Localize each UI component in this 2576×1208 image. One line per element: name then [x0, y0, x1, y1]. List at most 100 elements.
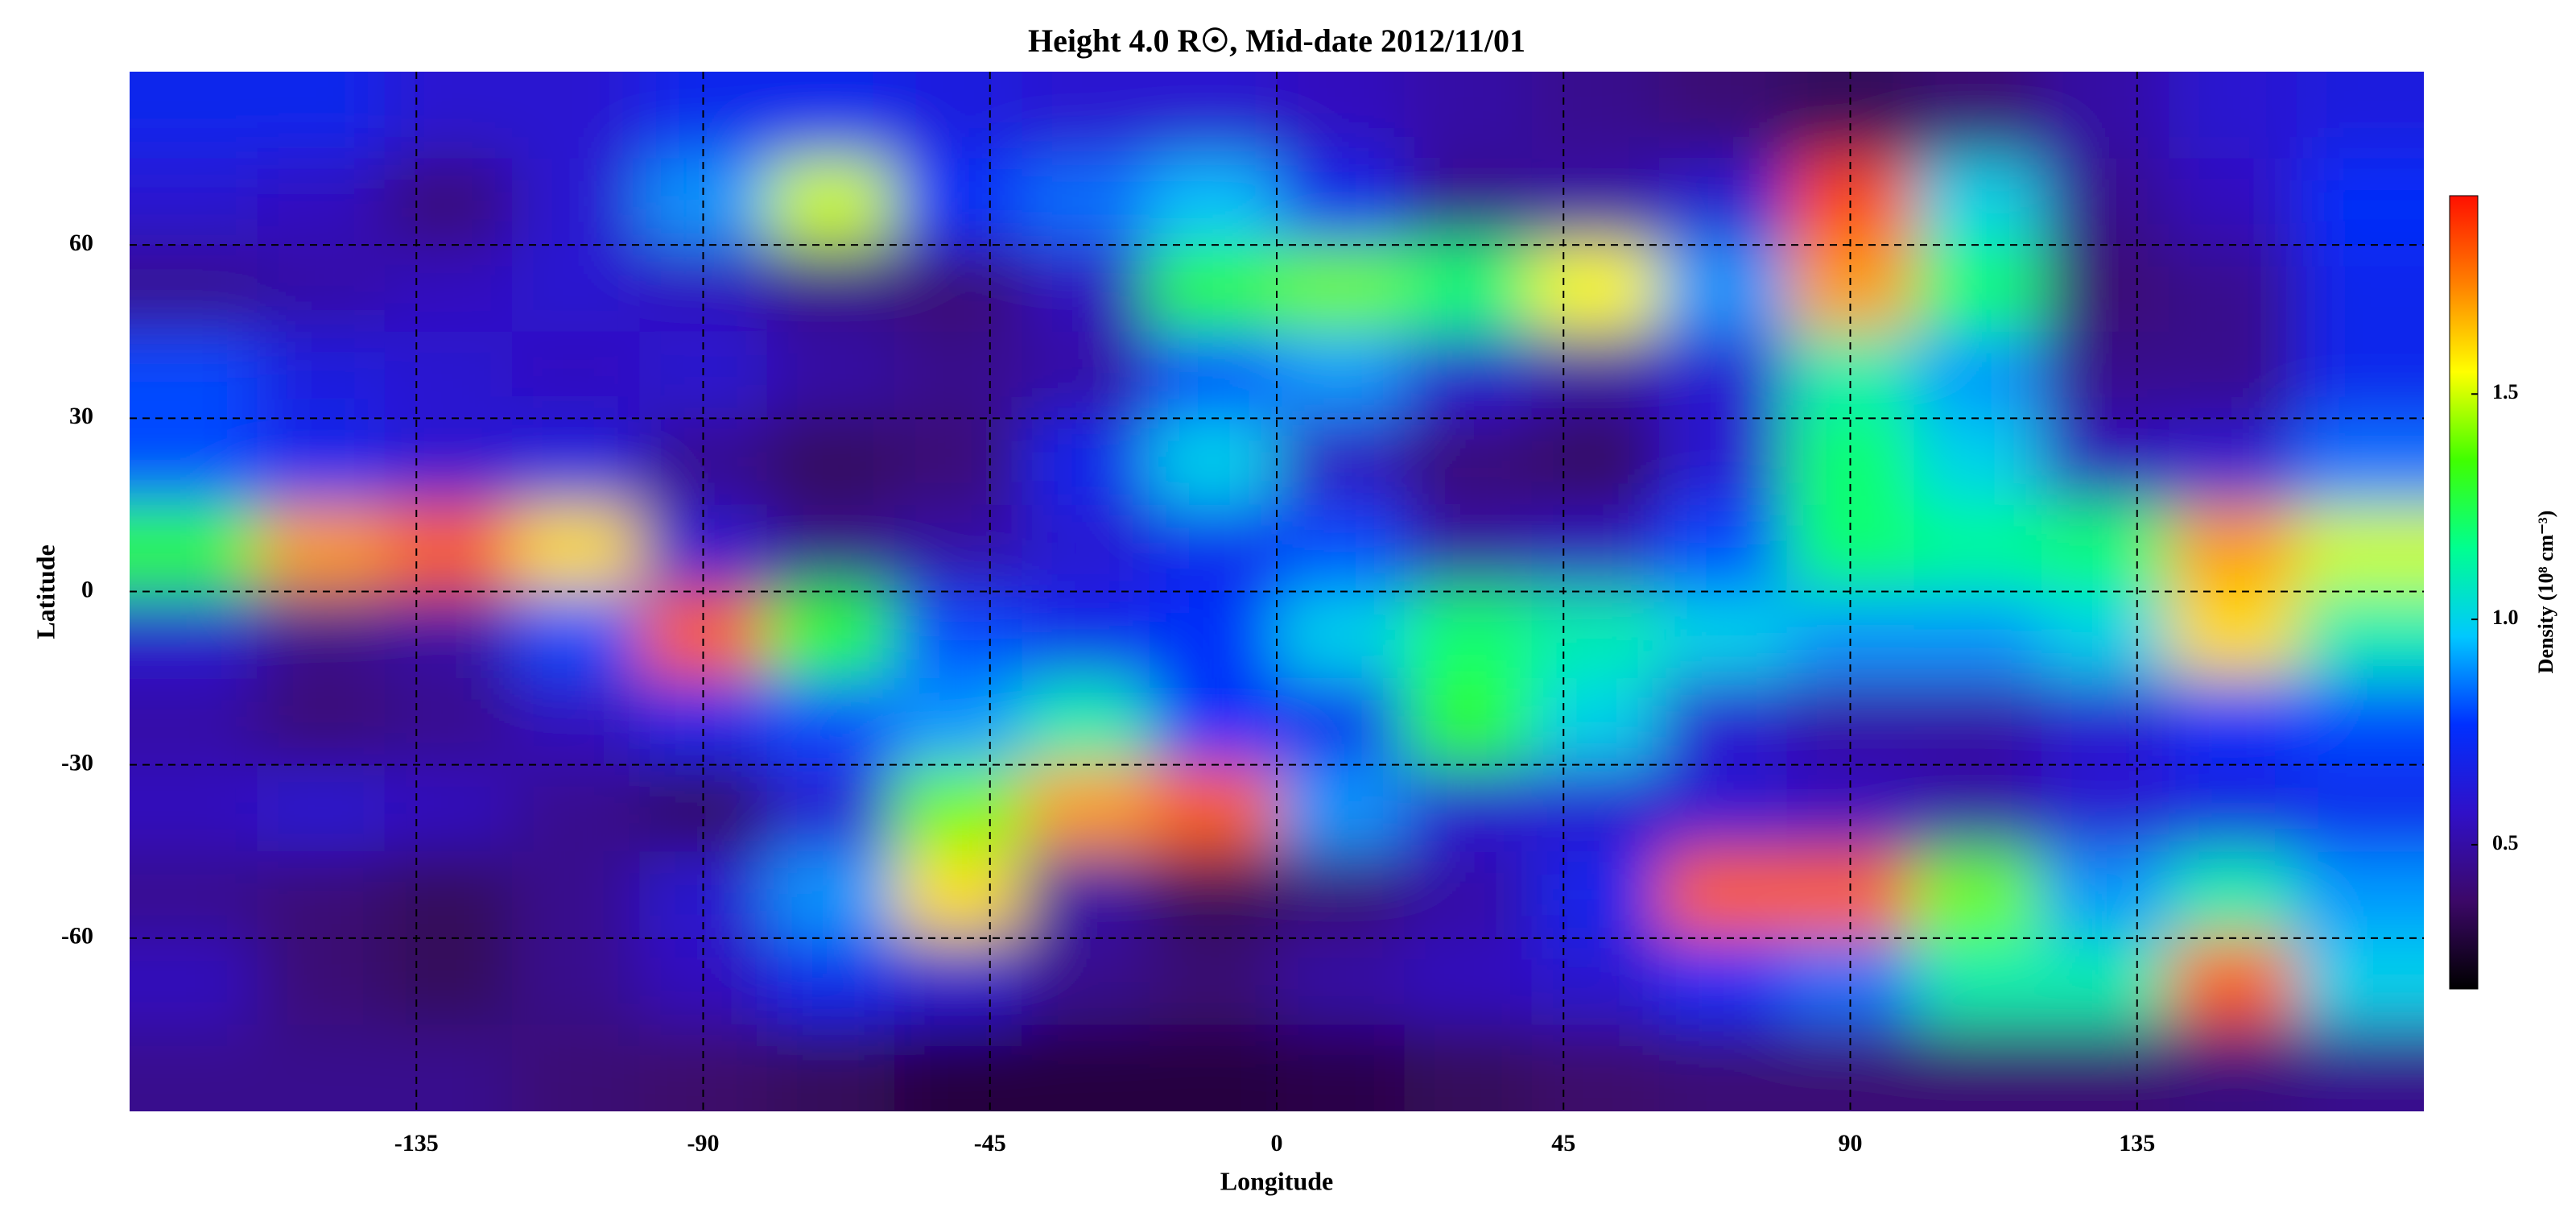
density-cell: [1404, 72, 1533, 159]
y-tick-label: -30: [61, 750, 93, 776]
density-cell: [1277, 245, 1406, 333]
density-cell: [512, 158, 641, 246]
density-cell: [766, 418, 895, 506]
density-cell: [2169, 72, 2297, 159]
density-cell: [766, 851, 895, 939]
density-cell: [384, 158, 513, 246]
density-cell: [2169, 678, 2297, 766]
density-cell: [1659, 851, 1788, 939]
density-cell: [257, 937, 386, 1026]
density-cell: [1659, 158, 1788, 246]
density-cell: [1404, 331, 1533, 420]
density-cell: [2296, 1024, 2424, 1111]
density-cell: [2041, 851, 2170, 939]
density-cell: [257, 331, 386, 420]
density-cell: [257, 504, 386, 593]
density-cell: [894, 418, 1023, 506]
density-cell: [2296, 764, 2424, 853]
density-cell: [894, 72, 1023, 159]
density-cell: [130, 504, 258, 593]
density-cell: [1531, 937, 1660, 1026]
colorbar-tick-label: 1.5: [2492, 380, 2519, 403]
density-cell: [766, 937, 895, 1026]
density-cell: [1277, 331, 1406, 420]
density-field: [130, 72, 2424, 1111]
density-cell: [894, 591, 1023, 680]
density-cell: [1149, 331, 1278, 420]
density-cell: [257, 245, 386, 333]
x-tick-label: -135: [394, 1130, 439, 1156]
density-cell: [1913, 851, 2042, 939]
density-cell: [2296, 72, 2424, 159]
x-tick-label: -90: [687, 1130, 720, 1156]
density-cell: [2041, 1024, 2170, 1111]
density-cell: [1913, 418, 2042, 506]
density-cell: [2296, 937, 2424, 1026]
density-cell: [766, 245, 895, 333]
density-cell: [2169, 851, 2297, 939]
density-cell: [2296, 591, 2424, 680]
density-cell: [1404, 245, 1533, 333]
density-cell: [130, 591, 258, 680]
density-cell: [512, 245, 641, 333]
density-cell: [2169, 937, 2297, 1026]
y-axis-label: Latitude: [31, 544, 60, 639]
density-cell: [1404, 504, 1533, 593]
density-cell: [1913, 504, 2042, 593]
x-tick-label: 90: [1839, 1130, 1863, 1156]
density-cell: [1149, 72, 1278, 159]
density-cell: [512, 937, 641, 1026]
density-cell: [384, 418, 513, 506]
density-cell: [130, 764, 258, 853]
density-cell: [1659, 72, 1788, 159]
density-cell: [384, 851, 513, 939]
density-cell: [512, 418, 641, 506]
density-cell: [1404, 158, 1533, 246]
density-cell: [1531, 72, 1660, 159]
density-cell: [512, 764, 641, 853]
density-cell: [1277, 158, 1406, 246]
density-cell: [1277, 418, 1406, 506]
y-tick-label: 60: [69, 230, 93, 256]
density-cell: [2041, 937, 2170, 1026]
colorbar-label: Density (10⁸ cm⁻³): [2534, 511, 2557, 674]
density-cell: [1404, 851, 1533, 939]
density-cell: [1149, 245, 1278, 333]
density-cell: [1277, 504, 1406, 593]
density-cell: [2041, 331, 2170, 420]
density-cell: [130, 1024, 258, 1111]
density-cell: [1022, 504, 1150, 593]
density-cell: [384, 331, 513, 420]
density-cell: [2169, 245, 2297, 333]
density-cell: [1022, 764, 1150, 853]
density-cell: [1404, 937, 1533, 1026]
density-cell: [1022, 72, 1150, 159]
density-cell: [2041, 158, 2170, 246]
density-cell: [1531, 851, 1660, 939]
density-cell: [1022, 331, 1150, 420]
density-cell: [1149, 1024, 1278, 1111]
density-cell: [257, 72, 386, 159]
density-cell: [1913, 764, 2042, 853]
density-cell: [1913, 331, 2042, 420]
density-cell: [384, 245, 513, 333]
density-cell: [257, 158, 386, 246]
density-cell: [1659, 418, 1788, 506]
density-cell: [1531, 591, 1660, 680]
density-cell: [2169, 591, 2297, 680]
density-cell: [1531, 1024, 1660, 1111]
density-cell: [2169, 764, 2297, 853]
density-cell: [894, 851, 1023, 939]
density-cell: [2296, 418, 2424, 506]
density-cell: [384, 1024, 513, 1111]
density-cell: [1022, 245, 1150, 333]
density-cell: [1913, 937, 2042, 1026]
density-cell: [2041, 504, 2170, 593]
colorbar-tick-label: 0.5: [2492, 831, 2519, 854]
density-cell: [894, 504, 1023, 593]
density-cell: [1659, 504, 1788, 593]
density-cell: [1404, 764, 1533, 853]
density-cell: [1531, 245, 1660, 333]
density-cell: [2296, 851, 2424, 939]
